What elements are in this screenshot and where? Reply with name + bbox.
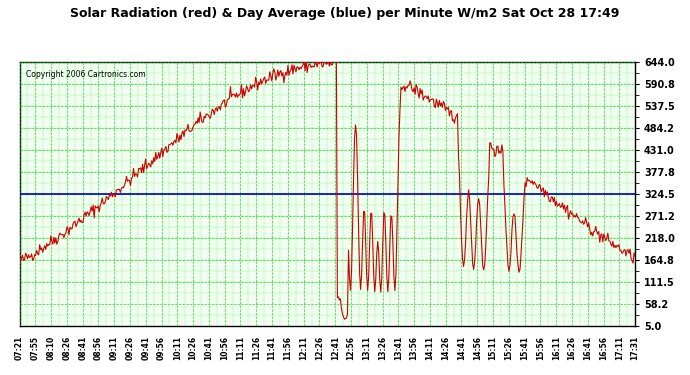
Text: Solar Radiation (red) & Day Average (blue) per Minute W/m2 Sat Oct 28 17:49: Solar Radiation (red) & Day Average (blu… bbox=[70, 8, 620, 21]
Text: Copyright 2006 Cartronics.com: Copyright 2006 Cartronics.com bbox=[26, 70, 146, 79]
